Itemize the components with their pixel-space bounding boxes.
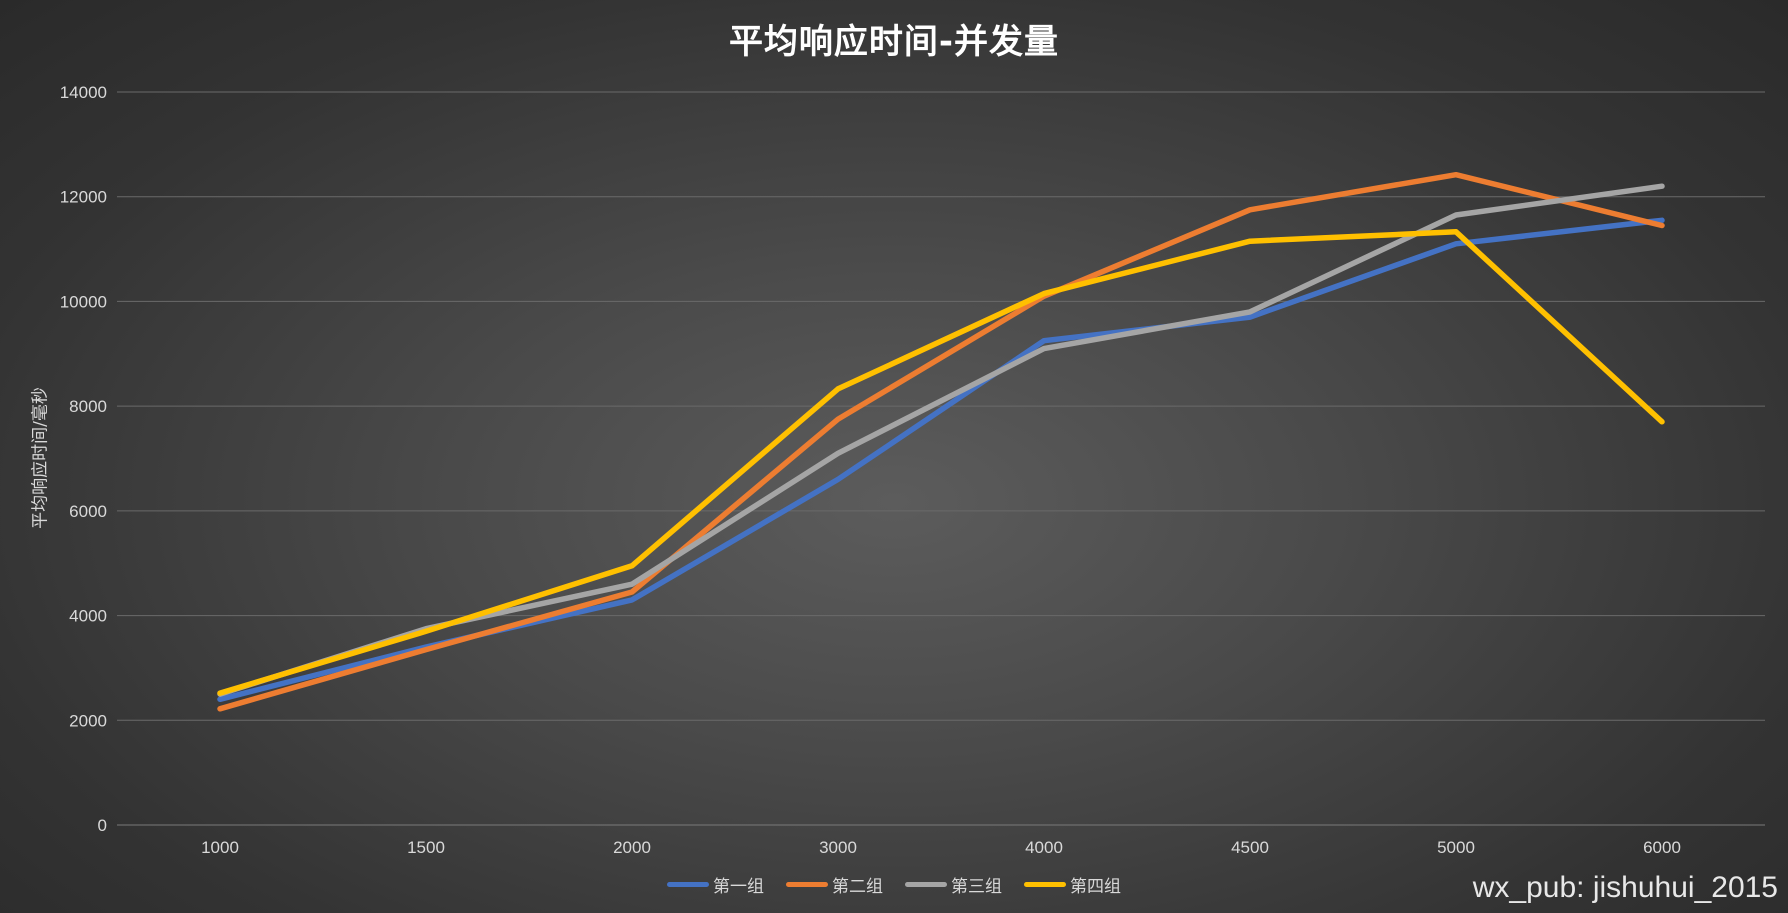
y-tick-label-0: 0: [98, 816, 107, 835]
legend-item-3: 第三组: [905, 872, 1002, 897]
series-3-point-6000: [1660, 184, 1665, 189]
x-tick-label-2000: 2000: [613, 838, 651, 857]
x-tick-label-4000: 4000: [1025, 838, 1063, 857]
series-4-point-5000: [1454, 229, 1459, 234]
legend-item-4: 第四组: [1024, 872, 1121, 897]
series-2-point-1500: [424, 647, 429, 652]
series-3-point-3000: [836, 451, 841, 456]
series-4-point-6000: [1660, 419, 1665, 424]
chart-title: 平均响应时间-并发量: [728, 22, 1060, 62]
legend-item-1: 第一组: [667, 872, 764, 897]
series-4-point-2000: [630, 563, 635, 568]
legend-item-2: 第二组: [786, 872, 883, 897]
y-tick-label-8000: 8000: [69, 397, 107, 416]
legend-label-4: 第四组: [1070, 877, 1121, 897]
tick-layer: 0 2000 4000 6000 8000 10000 12000 14000 1000 1500…: [60, 83, 1681, 857]
y-tick-label-2000: 2000: [69, 711, 107, 730]
series-line-3: [217, 183, 1665, 697]
legend-label-3: 第三组: [951, 877, 1002, 897]
series-2-point-3000: [836, 417, 841, 422]
series-3-point-2000: [630, 582, 635, 587]
watermark: wx_pub: jishuhui_2015: [1472, 871, 1778, 904]
series-line-4: [217, 229, 1665, 696]
series-3-point-4500: [1248, 309, 1253, 314]
x-tick-label-6000: 6000: [1643, 838, 1681, 857]
legend-swatch-4: [1024, 882, 1066, 887]
x-tick-label-4500: 4500: [1231, 838, 1269, 857]
series-3-point-5000: [1454, 213, 1459, 218]
series-2-point-6000: [1660, 223, 1665, 228]
legend-label-1: 第一组: [713, 877, 764, 897]
x-tick-label-5000: 5000: [1437, 838, 1475, 857]
series-4-point-4000: [1042, 291, 1047, 296]
x-tick-label-1000: 1000: [201, 838, 239, 857]
x-tick-label-3000: 3000: [819, 838, 857, 857]
series-1-point-2000: [630, 597, 635, 602]
series-4-point-4500: [1248, 239, 1253, 244]
y-tick-label-4000: 4000: [69, 607, 107, 626]
series-4-point-3000: [836, 386, 841, 391]
series-2-point-5000: [1454, 172, 1459, 177]
series-1-point-4000: [1042, 338, 1047, 343]
series-3-point-4000: [1042, 346, 1047, 351]
series-2-point-1000: [218, 706, 223, 711]
y-axis-label: 平均响应时间/毫秒: [30, 387, 51, 529]
legend-swatch-3: [905, 882, 947, 887]
grid-layer: [117, 91, 1765, 826]
legend-swatch-2: [786, 882, 828, 887]
y-tick-label-12000: 12000: [60, 188, 107, 207]
series-layer: [217, 171, 1665, 712]
series-4-point-1500: [424, 629, 429, 634]
series-2-point-4500: [1248, 207, 1253, 212]
series-1-point-3000: [836, 477, 841, 482]
series-1-point-5000: [1454, 241, 1459, 246]
series-2-point-2000: [630, 590, 635, 595]
series-1-point-1000: [218, 697, 223, 702]
series-1-point-4500: [1248, 315, 1253, 320]
y-tick-label-6000: 6000: [69, 502, 107, 521]
y-tick-label-10000: 10000: [60, 292, 107, 311]
y-tick-label-14000: 14000: [60, 83, 107, 102]
legend-swatch-1: [667, 882, 709, 887]
series-4-point-1000: [218, 691, 223, 696]
legend-label-2: 第二组: [832, 877, 883, 897]
x-tick-label-1500: 1500: [407, 838, 445, 857]
series-line-2: [217, 171, 1665, 712]
legend: 第一组 第二组 第三组 第四组: [0, 872, 1788, 897]
series-1-point-6000: [1660, 218, 1665, 223]
